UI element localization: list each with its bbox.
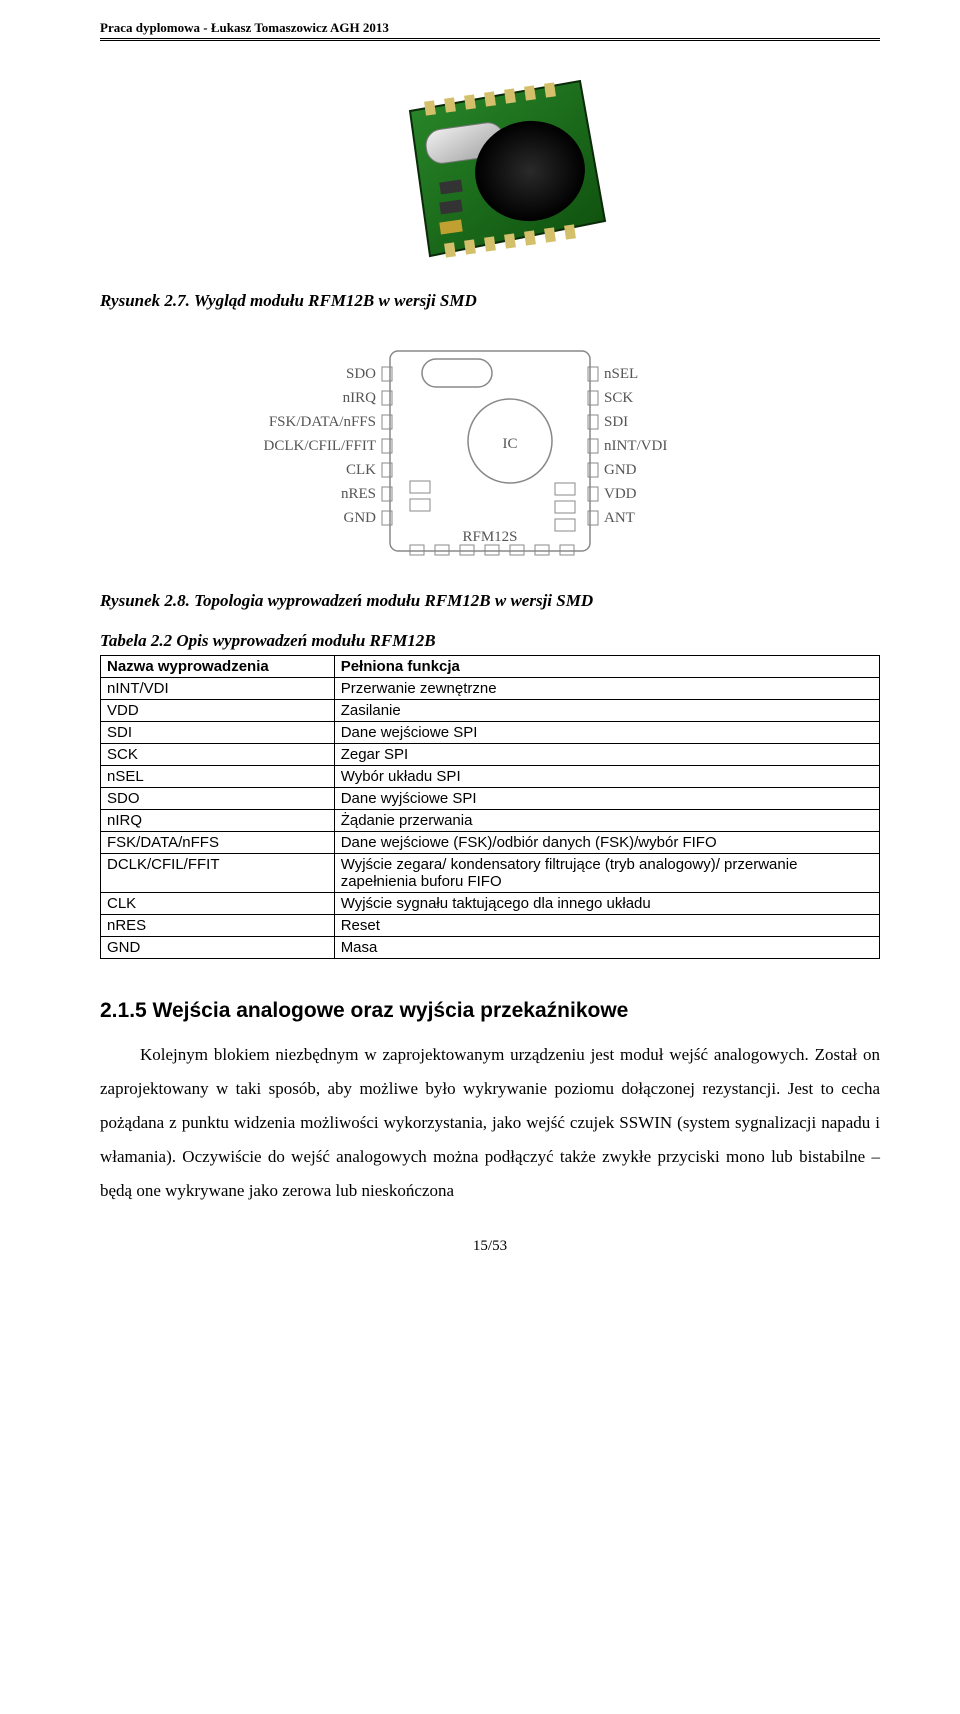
table-row: nRESReset	[101, 915, 880, 937]
svg-text:SCK: SCK	[604, 390, 633, 406]
pinout-svg: IC RFM12S	[210, 331, 770, 571]
svg-text:nIRQ: nIRQ	[343, 390, 377, 406]
table-header-name: Nazwa wyprowadzenia	[101, 656, 335, 678]
svg-text:GND: GND	[604, 462, 637, 478]
table-header-function: Pełniona funkcja	[334, 656, 879, 678]
module-photo	[100, 71, 880, 271]
figure-caption-2: Rysunek 2.8. Topologia wyprowadzeń moduł…	[100, 591, 880, 611]
svg-text:SDI: SDI	[604, 414, 628, 430]
table-row: nSELWybór układu SPI	[101, 766, 880, 788]
table-row: nINT/VDIPrzerwanie zewnętrzne	[101, 678, 880, 700]
table-row: CLKWyjście sygnału taktującego dla inneg…	[101, 893, 880, 915]
table-row: VDDZasilanie	[101, 700, 880, 722]
figure-caption-1: Rysunek 2.7. Wygląd modułu RFM12B w wers…	[100, 291, 880, 311]
svg-text:nRES: nRES	[341, 486, 376, 502]
svg-text:nINT/VDI: nINT/VDI	[604, 438, 667, 454]
body-paragraph: Kolejnym blokiem niezbędnym w zaprojekto…	[100, 1038, 880, 1208]
page-number: 15/53	[100, 1238, 880, 1255]
svg-text:VDD: VDD	[604, 486, 637, 502]
bottom-label: RFM12S	[462, 529, 517, 545]
right-pins: nSEL SCK SDI nINT/VDI GND VDD ANT	[588, 366, 667, 526]
table-row: GNDMasa	[101, 937, 880, 959]
svg-text:ANT: ANT	[604, 510, 635, 526]
svg-text:GND: GND	[344, 510, 377, 526]
svg-text:CLK: CLK	[346, 462, 376, 478]
left-pins: SDO nIRQ FSK/DATA/nFFS DCLK/CFIL/FFIT CL…	[263, 366, 392, 526]
table-row: SCKZegar SPI	[101, 744, 880, 766]
svg-text:FSK/DATA/nFFS: FSK/DATA/nFFS	[269, 414, 376, 430]
page-header: Praca dyplomowa - Łukasz Tomaszowicz AGH…	[100, 20, 880, 36]
svg-text:DCLK/CFIL/FFIT: DCLK/CFIL/FFIT	[263, 438, 376, 454]
table-row: SDIDane wejściowe SPI	[101, 722, 880, 744]
svg-text:SDO: SDO	[346, 366, 376, 382]
pinout-diagram: IC RFM12S	[100, 331, 880, 571]
table-header-row: Nazwa wyprowadzenia Pełniona funkcja	[101, 656, 880, 678]
table-row: FSK/DATA/nFFSDane wejściowe (FSK)/odbiór…	[101, 832, 880, 854]
section-heading: 2.1.5 Wejścia analogowe oraz wyjścia prz…	[100, 999, 880, 1023]
ic-label: IC	[503, 436, 518, 452]
svg-text:nSEL: nSEL	[604, 366, 638, 382]
table-row: DCLK/CFIL/FFITWyjście zegara/ kondensato…	[101, 854, 880, 893]
table-caption: Tabela 2.2 Opis wyprowadzeń modułu RFM12…	[100, 631, 880, 651]
pin-description-table: Nazwa wyprowadzenia Pełniona funkcja nIN…	[100, 655, 880, 959]
module-photo-svg	[370, 71, 610, 271]
table-row: SDODane wyjściowe SPI	[101, 788, 880, 810]
header-rule	[100, 38, 880, 41]
table-row: nIRQŻądanie przerwania	[101, 810, 880, 832]
